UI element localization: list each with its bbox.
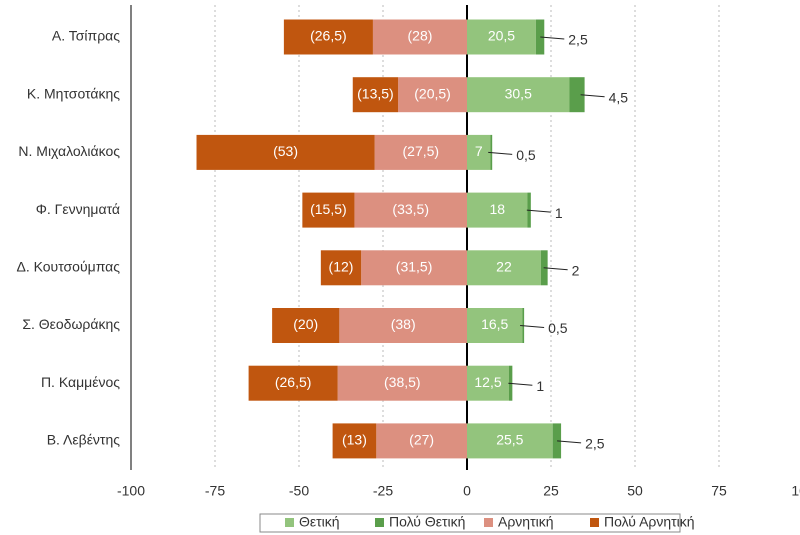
x-tick-label: -75 [205, 483, 225, 499]
legend-label: Αρνητική [498, 514, 554, 530]
category-label: Κ. Μητσοτάκης [27, 85, 120, 101]
bar-segment [283, 19, 373, 55]
value-label: 16,5 [481, 316, 508, 332]
value-label: 4,5 [609, 89, 629, 105]
value-label: 2,5 [585, 436, 605, 452]
legend-label: Θετική [299, 514, 340, 530]
category-label: Ν. Μιχαλολιάκος [18, 143, 120, 159]
bar-segment [535, 19, 545, 55]
bar-segment [467, 192, 528, 228]
value-label: (26,5) [310, 28, 347, 44]
value-label: (53) [273, 143, 298, 159]
value-label: (31,5) [396, 259, 433, 275]
x-tick-label: -50 [289, 483, 309, 499]
value-label: 0,5 [516, 147, 536, 163]
bar-segment [467, 134, 491, 170]
leader-line [526, 209, 551, 213]
value-label: 0,5 [548, 320, 568, 336]
legend-frame [259, 513, 681, 533]
legend-label: Πολύ Αρνητική [604, 514, 695, 530]
bar-segment [320, 250, 362, 286]
leader-line [543, 267, 568, 271]
legend-swatch [375, 518, 384, 527]
bar-segment [467, 365, 509, 401]
bar-segment [302, 192, 355, 228]
value-label: (38) [391, 316, 416, 332]
category-label: Δ. Κουτσούμπας [16, 259, 120, 275]
leader-line [540, 36, 565, 40]
category-label: Φ. Γεννηματά [36, 201, 120, 217]
value-label: (27,5) [403, 143, 440, 159]
value-label: (38,5) [384, 374, 421, 390]
value-label: 18 [489, 201, 505, 217]
bar-segment [337, 365, 467, 401]
legend-swatch [484, 518, 493, 527]
bar-segment [398, 77, 467, 113]
value-label: (28) [408, 28, 433, 44]
value-label: 22 [496, 259, 512, 275]
x-tick-label: -25 [373, 483, 393, 499]
x-tick-label: 0 [463, 483, 471, 499]
value-label: (27) [409, 432, 434, 448]
value-label: (20,5) [414, 85, 451, 101]
legend-swatch [285, 518, 294, 527]
value-label: 1 [555, 205, 563, 221]
bar-segment [552, 423, 562, 459]
category-label: Σ. Θεοδωράκης [22, 316, 120, 332]
value-label: 7 [475, 143, 483, 159]
bar-segment [374, 134, 467, 170]
value-label: (15,5) [310, 201, 347, 217]
value-label: 2 [572, 263, 580, 279]
legend-label: Πολύ Θετική [389, 514, 465, 530]
value-label: (13,5) [357, 85, 394, 101]
x-tick-label: 25 [543, 483, 559, 499]
value-label: (12) [329, 259, 354, 275]
legend-swatch [590, 518, 599, 527]
value-label: (33,5) [392, 201, 429, 217]
leader-line [520, 325, 545, 328]
value-label: (20) [293, 316, 318, 332]
category-label: Π. Καμμένος [41, 374, 120, 390]
bar-segment [467, 250, 541, 286]
bar-segment [467, 308, 523, 343]
leader-line [508, 382, 533, 386]
value-label: 2,5 [568, 32, 588, 48]
value-label: (26,5) [275, 374, 312, 390]
bar-segment [352, 77, 399, 113]
bar-segment [376, 423, 467, 459]
category-label: Α. Τσίπρας [52, 28, 120, 44]
bar-segment [196, 134, 375, 170]
bar-segment [354, 192, 467, 228]
bar-segment [361, 250, 467, 286]
x-tick-label: 100 [791, 483, 800, 499]
leader-line [557, 440, 582, 444]
bar-segment [272, 308, 340, 343]
x-tick-label: 50 [627, 483, 643, 499]
value-label: 25,5 [496, 432, 523, 448]
value-label: (13) [342, 432, 367, 448]
bar-segment [372, 19, 467, 55]
leader-line [580, 94, 605, 98]
category-label: Β. Λεβέντης [47, 432, 121, 448]
bar-segment [569, 77, 585, 113]
x-tick-label: -100 [117, 483, 145, 499]
bar-segment [467, 423, 553, 459]
value-label: 20,5 [488, 28, 515, 44]
x-tick-label: 75 [711, 483, 727, 499]
bar-segment [339, 308, 467, 343]
value-label: 1 [536, 378, 544, 394]
value-label: 30,5 [505, 85, 532, 101]
bar-segment [467, 77, 570, 113]
value-label: 12,5 [474, 374, 501, 390]
bar-segment [248, 365, 338, 401]
bar-segment [332, 423, 377, 459]
leader-line [488, 151, 513, 155]
bar-segment [467, 19, 536, 55]
